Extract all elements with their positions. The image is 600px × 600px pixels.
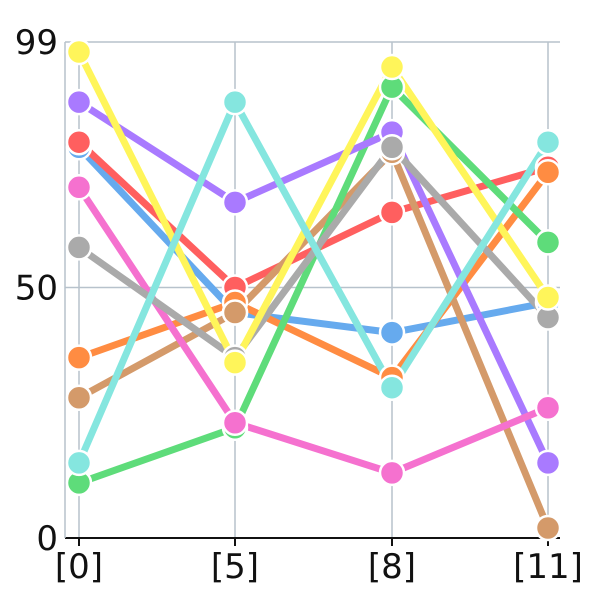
series-line-0 — [75, 143, 552, 337]
x-tick-label-0: [0] — [55, 547, 103, 587]
y-tick-label-1: 50 — [15, 268, 58, 308]
series-line-3 — [75, 148, 552, 532]
series-5-point-0 — [65, 88, 93, 116]
series-line-8 — [75, 48, 552, 367]
series-points — [65, 38, 562, 542]
series-6-point-2 — [378, 459, 406, 487]
x-tick-label-2: [8] — [368, 547, 416, 587]
x-tick-label-1: [5] — [211, 547, 259, 587]
series-7-point-2 — [378, 133, 406, 161]
series-3-point-0 — [65, 384, 93, 411]
x-tick-labels: [0] [5] [8] [11] — [55, 547, 583, 587]
series-7-point-0 — [65, 234, 93, 261]
series-1-point-2 — [378, 199, 406, 226]
series-line-2 — [75, 168, 552, 382]
axes — [64, 42, 560, 546]
series-line-7 — [75, 143, 552, 362]
series-lines — [75, 48, 552, 532]
series-6-point-1 — [221, 409, 249, 437]
series-9-point-2 — [378, 374, 406, 401]
series-8-point-1 — [221, 349, 249, 376]
series-8-point-2 — [378, 53, 406, 81]
series-line-9 — [75, 98, 552, 467]
series-0-point-2 — [378, 319, 406, 346]
x-tick-label-3: [11] — [513, 547, 583, 587]
series-6-point-3 — [534, 394, 562, 421]
series-9-point-1 — [221, 88, 249, 116]
series-3-point-3 — [534, 514, 562, 542]
series-2-point-3 — [534, 159, 562, 186]
series-9-point-0 — [65, 449, 93, 477]
series-8-point-0 — [65, 38, 93, 66]
series-2-point-0 — [65, 344, 93, 371]
series-9-point-3 — [534, 128, 562, 156]
series-5-point-1 — [221, 189, 249, 216]
series-8-point-3 — [534, 284, 562, 311]
series-3-point-1 — [221, 299, 249, 326]
series-line-5 — [75, 98, 552, 467]
y-tick-labels: 0 50 99 — [15, 23, 58, 559]
y-tick-label-2: 99 — [15, 23, 58, 63]
series-5-point-3 — [534, 449, 562, 477]
series-1-point-0 — [65, 128, 93, 156]
series-4-point-3 — [534, 229, 562, 256]
y-tick-label-0: 0 — [36, 519, 58, 559]
series-6-point-0 — [65, 174, 93, 201]
